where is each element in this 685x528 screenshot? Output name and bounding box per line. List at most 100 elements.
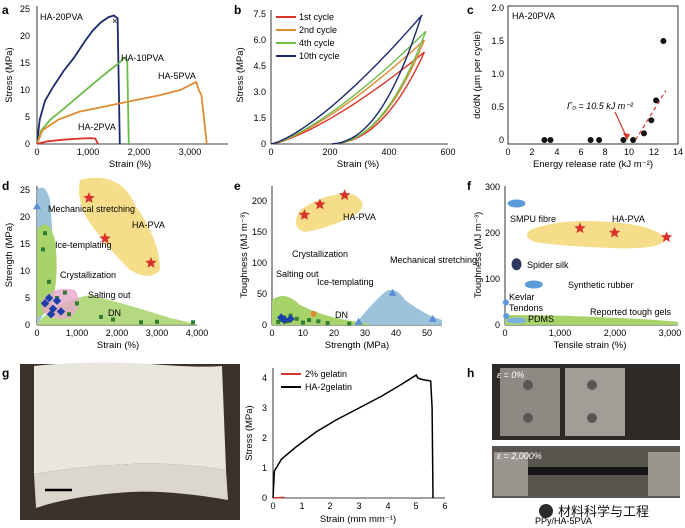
g-xtick: 3 (356, 501, 361, 511)
f-ha-pva-star (660, 231, 673, 243)
panel-b-legend: 1st cycle 2nd cycle 4th cycle 10th cycle (276, 12, 340, 61)
panel-b-x-ticks: 0 200 400 600 (268, 147, 455, 157)
b-ytick: 1.5 (253, 113, 266, 123)
g-photo-sample (34, 362, 226, 474)
panel-e-x-ticks: 0 10 20 30 40 50 (269, 328, 432, 338)
panel-f-label: f (467, 179, 472, 193)
d-ha-pva-star (83, 192, 95, 203)
h-bottom-label: ε = 2,000% (497, 451, 542, 461)
d-xtick: 2,000 (106, 328, 129, 338)
c-point (620, 137, 627, 143)
b-xtick: 600 (440, 147, 455, 157)
e-gel-point (300, 320, 305, 325)
d-ytick: 5 (25, 293, 30, 303)
d-label-ha-pva: HA-PVA (132, 220, 165, 230)
panel-c-annotation: Γ₀ = 10.5 kJ m⁻² (567, 101, 634, 111)
panel-a-y-ticks: 0 5 10 15 20 25 (20, 4, 30, 149)
d-gel-point (67, 312, 71, 317)
g-ytick: 3 (262, 403, 267, 413)
h-clamp-right-bottom (648, 452, 680, 496)
g-photo-sample-fold (34, 463, 228, 508)
h-bolt (587, 380, 597, 390)
f-label-rubber: Synthetic rubber (568, 280, 634, 290)
f-label-pdms: PDMS (528, 314, 554, 324)
g-series-line-0 (272, 496, 285, 499)
e-ytick: 50 (257, 289, 267, 299)
a-ytick: 25 (20, 4, 30, 14)
f-spider-mark (511, 258, 522, 271)
d-ytick: 10 (20, 266, 30, 276)
panel-c-points (541, 38, 667, 143)
panel-e-label: e (234, 179, 241, 193)
h-stretched-sample (528, 467, 648, 475)
a-xtick: 3,000 (179, 147, 202, 157)
f-region-ha-pva (526, 221, 665, 249)
b-cycle-line-0 (270, 51, 426, 145)
e-label-cryst: Crystallization (292, 249, 348, 259)
e-region-mech (355, 289, 442, 325)
h-top-label: ε = 0% (497, 370, 524, 380)
c-point (648, 117, 655, 124)
b-cycle-line-2 (270, 30, 427, 145)
b-xtick: 200 (322, 147, 337, 157)
g-ytick: 1 (262, 463, 267, 473)
d-label-ice: Ice-templating (55, 240, 112, 250)
d-gel-point (111, 317, 115, 322)
panel-d-y-ticks: 0 5 10 15 20 25 (20, 185, 30, 330)
f-ha-pva-star (608, 226, 621, 238)
g-xtick: 1 (299, 501, 304, 511)
e-gel-point (307, 318, 312, 323)
d-gel-point (43, 231, 47, 236)
d-gel-point (63, 290, 67, 295)
c-xtick: 0 (505, 147, 510, 157)
g-xtick: 2 (327, 501, 332, 511)
g-ytick: 0 (262, 493, 267, 503)
c-point (653, 97, 660, 104)
h-clamp-left-bottom (494, 452, 528, 496)
d-gel-point (191, 320, 195, 325)
panel-f-x-ticks: 0 1,000 2,000 3,000 (502, 328, 681, 338)
panel-a: a 0 5 10 15 20 25 0 1,000 2,000 3,000 St… (2, 3, 228, 170)
panel-d-x-ticks: 0 1,000 2,000 3,000 4,000 (34, 328, 208, 338)
e-gel-point (316, 319, 321, 324)
d-label-cryst: Crystallization (60, 270, 116, 280)
d-salt-point (46, 309, 56, 319)
f-smpu-mark (507, 199, 526, 208)
e-gel-point (294, 316, 299, 321)
f-rubber-mark (524, 280, 543, 289)
f-label-spider: Spider silk (527, 260, 569, 270)
b-ytick: 7.5 (253, 9, 266, 19)
d-ytick: 25 (20, 185, 30, 195)
c-ytick: 1.5 (491, 36, 504, 46)
e-label-mech: Mechanical stretching (390, 255, 477, 265)
h-clamp-left-top (500, 368, 560, 436)
panel-a-ylabel: Stress (MPa) (4, 47, 15, 102)
panel-f-ylabel: Toughness (MJ m⁻³) (473, 212, 484, 298)
b-ytick: 0 (261, 139, 266, 149)
panel-c-xlabel: Energy release rate (kJ m⁻²) (533, 159, 653, 170)
e-xtick: 20 (329, 328, 339, 338)
panel-h-label: h (467, 366, 474, 380)
panel-b-series (270, 15, 427, 145)
d-xtick: 0 (34, 328, 39, 338)
c-point (541, 137, 548, 143)
a-ytick: 15 (20, 58, 30, 68)
a-series-line-0 (36, 14, 121, 145)
b-legend-text: 4th cycle (299, 38, 335, 48)
g-xtick: 6 (442, 501, 447, 511)
c-xtick: 2 (529, 147, 534, 157)
e-ytick: 200 (252, 196, 267, 206)
panel-b: b 0 1.5 3.0 4.5 6.0 7.5 0 200 400 600 St… (234, 3, 456, 170)
h-bolt (587, 413, 597, 423)
c-ytick: 1.0 (491, 69, 504, 79)
panel-g: g 0 1 2 3 4 0 1 2 3 4 5 6 Strain (mm mm⁻… (2, 362, 448, 525)
a-series-label-1: HA-10PVA (121, 53, 164, 63)
c-ytick: 0 (499, 135, 504, 145)
b-ytick: 4.5 (253, 61, 266, 71)
a-series-label-3: HA-2PVA (78, 122, 116, 132)
a-ytick: 20 (20, 31, 30, 41)
panel-c-frame (507, 5, 679, 145)
f-ytick: 300 (485, 182, 500, 192)
a-series-line-3 (36, 137, 99, 145)
panel-d-ylabel: Strength (MPa) (4, 223, 15, 287)
